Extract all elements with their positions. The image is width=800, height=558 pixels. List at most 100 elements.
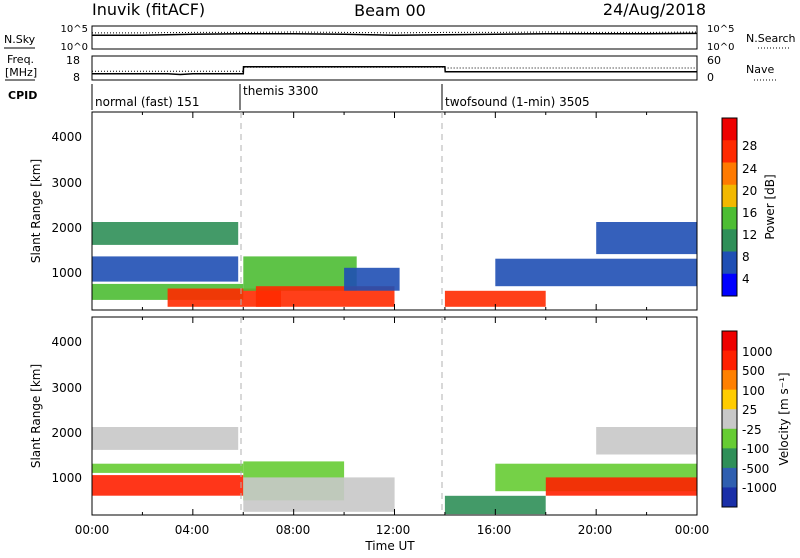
power-cbar-tick-28: 28 <box>742 139 757 153</box>
xtick-0400: 04:00 <box>175 523 210 537</box>
power-colorbar-swatch <box>722 118 737 141</box>
velocity-cbar-tick-100: 100 <box>742 384 765 398</box>
power-cbar-tick-12: 12 <box>742 228 757 242</box>
velocity-colorbar-swatch <box>722 448 737 469</box>
power-scatter-region <box>444 290 546 307</box>
power-cbar-tick-4: 4 <box>742 272 750 286</box>
power-scatter-region <box>92 256 239 282</box>
velocity-ylabel: Slant Range [km] <box>29 364 43 468</box>
velocity-colorbar-swatch <box>722 409 737 430</box>
power-colorbar-frame <box>721 117 738 297</box>
velocity-scatter-region <box>596 427 697 455</box>
xtick-1600: 16:00 <box>477 523 512 537</box>
nsearch-label: N.Search <box>746 32 796 45</box>
velocity-colorbar-swatch <box>722 428 737 449</box>
cpid-mode-normal: normal (fast) 151 <box>95 95 199 109</box>
power-cbar-tick-20: 20 <box>742 184 757 198</box>
power-scatter-region <box>243 256 357 291</box>
velocity-ytick-1000: 1000 <box>51 471 82 485</box>
noise-tick-right-bottom: 10^0 <box>707 42 734 53</box>
velocity-panel: Slant Range [km] 4000 3000 2000 1000 <box>29 316 698 516</box>
xtick-0800: 08:00 <box>276 523 311 537</box>
velocity-colorbar-swatch <box>722 467 737 488</box>
velocity-colorbar-swatch <box>722 389 737 410</box>
power-panel: Slant Range [km] 4000 3000 2000 1000 <box>29 111 698 311</box>
velocity-cbar-tick-neg100: -100 <box>742 442 769 456</box>
nave-tick-top: 60 <box>707 54 721 67</box>
velocity-scatter-region <box>92 475 244 496</box>
power-colorbar-swatch <box>722 207 737 230</box>
velocity-colorbar-frame <box>721 330 738 508</box>
power-ytick-2000: 2000 <box>51 221 82 235</box>
power-colorbar-swatch <box>722 273 737 297</box>
power-ytick-4000: 4000 <box>51 130 82 144</box>
xtick-1200: 12:00 <box>376 523 411 537</box>
velocity-ytick-3000: 3000 <box>51 381 82 395</box>
beam-title: Beam 00 <box>354 1 426 20</box>
noise-tick-right-top: 10^5 <box>707 24 734 35</box>
freq-tick-bottom: 8 <box>73 71 80 84</box>
power-colorbar-swatch <box>722 229 737 252</box>
power-scatter-region <box>495 258 697 287</box>
velocity-cbar-tick-25: 25 <box>742 403 757 417</box>
xtick-end: 00:00 <box>675 523 710 537</box>
power-ylabel: Slant Range [km] <box>29 159 43 263</box>
xtick-0000: 00:00 <box>75 523 110 537</box>
velocity-colorbar-swatch <box>722 331 737 352</box>
power-scatter-region <box>255 286 395 307</box>
velocity-cbar-tick-neg500: -500 <box>742 462 769 476</box>
velocity-cbar-tick-1000: 1000 <box>742 345 773 359</box>
power-colorbar-swatch <box>722 251 737 275</box>
x-axis-label: Time UT <box>364 539 415 553</box>
nsearch-line <box>92 31 698 34</box>
nave-label: Nave <box>746 63 774 76</box>
noise-tick-left-top: 10^5 <box>61 24 88 35</box>
velocity-scatter-region <box>92 463 244 473</box>
power-cbar-tick-16: 16 <box>742 206 757 220</box>
power-ytick-1000: 1000 <box>51 266 82 280</box>
power-scatter-region <box>596 222 697 255</box>
velocity-cbar-tick-neg1000: -1000 <box>742 481 777 495</box>
velocity-cbar-tick-neg25: -25 <box>742 423 762 437</box>
power-colorbar-swatch <box>722 184 737 208</box>
cpid-label: CPID <box>8 89 37 102</box>
nave-line <box>92 66 697 72</box>
velocity-colorbar: 1000 500 100 25 -25 -100 -500 -1000 Velo… <box>721 330 791 508</box>
velocity-data <box>92 427 698 515</box>
station-title: Inuvik (fitACF) <box>92 0 205 19</box>
power-colorbar-label: Power [dB] <box>763 174 777 239</box>
cpid-mode-twofsound: twofsound (1-min) 3505 <box>445 95 590 109</box>
velocity-colorbar-swatch <box>722 350 737 371</box>
freq-line <box>92 66 697 76</box>
noise-tick-left-bottom: 10^0 <box>61 42 88 53</box>
velocity-cbar-tick-500: 500 <box>742 364 765 378</box>
power-cbar-tick-8: 8 <box>742 250 750 264</box>
velocity-scatter-region <box>545 477 698 496</box>
velocity-colorbar-swatch <box>722 370 737 391</box>
nave-tick-bottom: 0 <box>707 71 714 84</box>
noise-panel: N.Sky 10^5 10^0 10^5 10^0 N.Search <box>4 24 796 53</box>
power-colorbar-swatch <box>722 140 737 163</box>
power-data <box>92 222 697 307</box>
freq-label: Freq. <box>7 53 34 66</box>
x-axis: 00:00 04:00 08:00 12:00 16:00 20:00 00:0… <box>75 523 710 553</box>
velocity-scatter-region <box>444 495 546 515</box>
power-colorbar: 28 24 20 16 12 8 4 Power [dB] <box>721 117 777 297</box>
nsky-line <box>92 32 698 36</box>
freq-unit-label: [MHz] <box>5 66 37 79</box>
nsky-label: N.Sky <box>4 33 36 46</box>
velocity-colorbar-label: Velocity [m s⁻¹] <box>777 372 791 465</box>
velocity-scatter-region <box>92 427 239 450</box>
power-ytick-3000: 3000 <box>51 176 82 190</box>
power-scatter-region <box>344 267 400 291</box>
velocity-ytick-2000: 2000 <box>51 426 82 440</box>
xtick-2000: 20:00 <box>578 523 613 537</box>
power-cbar-tick-24: 24 <box>742 162 757 176</box>
freq-panel: Freq. [MHz] 18 8 60 0 Nave <box>5 53 778 84</box>
power-scatter-region <box>92 222 239 245</box>
power-colorbar-swatch <box>722 162 737 186</box>
power-scatter-region <box>167 288 281 307</box>
freq-tick-top: 18 <box>66 54 80 67</box>
velocity-colorbar-swatch <box>722 487 737 508</box>
